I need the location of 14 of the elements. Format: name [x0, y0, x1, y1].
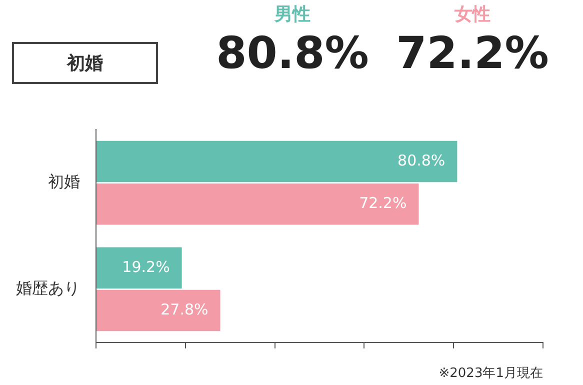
y-tick-label: 婚歴あり — [16, 278, 80, 298]
data-label: 72.2% — [359, 194, 407, 212]
bar — [96, 290, 220, 332]
data-label: 80.8% — [398, 151, 446, 170]
text: 女性 — [454, 3, 492, 26]
text: 80.8% — [215, 27, 370, 81]
data-label: 27.8% — [160, 300, 208, 318]
text: 72.2% — [395, 27, 550, 81]
data-label: 19.2% — [122, 258, 170, 276]
bar — [96, 247, 182, 289]
bar — [96, 140, 458, 182]
bar — [96, 183, 419, 225]
text: 男性 — [273, 3, 312, 26]
text: ※2023年1月現在 — [438, 365, 543, 382]
